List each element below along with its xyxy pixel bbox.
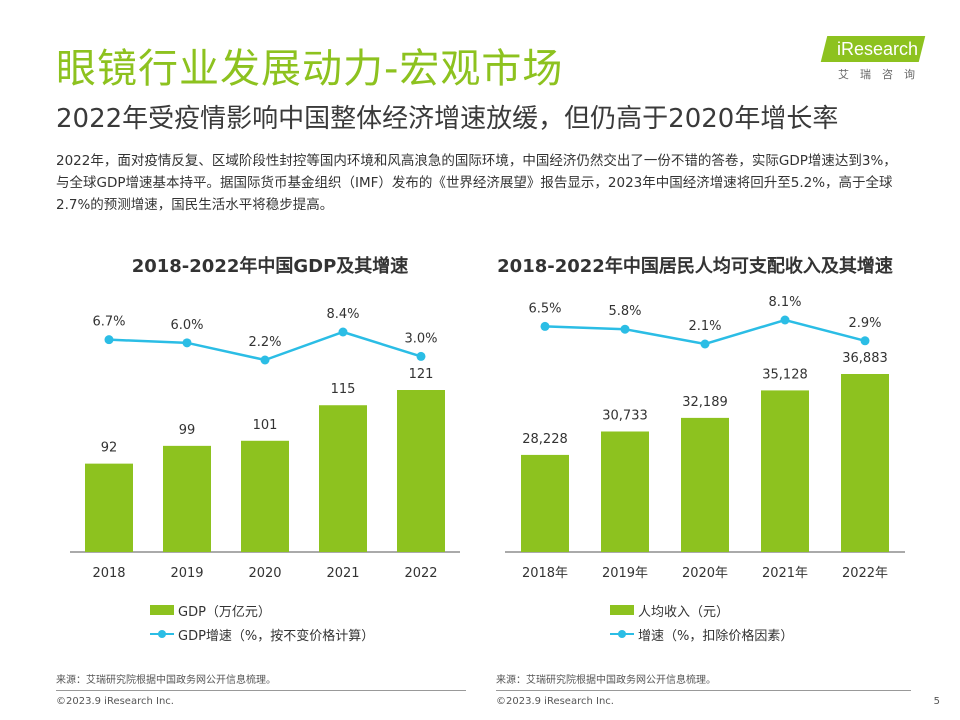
bar-value-label: 101 xyxy=(253,418,278,433)
category-label: 2021年 xyxy=(762,566,808,581)
legend-label: GDP增速（%，按不变价格计算） xyxy=(178,628,375,644)
page-number: 5 xyxy=(933,696,940,707)
bar-2019 xyxy=(163,445,211,552)
bar-swatch xyxy=(150,605,174,615)
bar-2022年 xyxy=(841,374,889,552)
growth-value-label: 6.7% xyxy=(92,315,125,330)
legend-label: 人均收入（元） xyxy=(638,604,730,620)
growth-value-label: 8.1% xyxy=(768,295,801,310)
legend-item-income-growth: 增速（%，扣除价格因素） xyxy=(610,622,793,646)
chart-2-legend: 人均收入（元） 增速（%，扣除价格因素） xyxy=(610,598,793,646)
footer-divider xyxy=(56,690,466,691)
bar-value-label: 36,883 xyxy=(842,351,888,366)
chart-1-copyright: ©2023.9 iResearch Inc. xyxy=(56,696,174,707)
category-label: 2020 xyxy=(248,566,281,581)
category-label: 2018年 xyxy=(522,566,568,581)
chart-1-title: 2018-2022年中国GDP及其增速 xyxy=(131,256,409,277)
page-title: 眼镜行业发展动力-宏观市场 xyxy=(56,46,564,92)
bar-2021 xyxy=(319,405,367,552)
page-subtitle: 2022年受疫情影响中国整体经济增速放缓，但仍高于2020年增长率 xyxy=(56,104,839,134)
growth-value-label: 5.8% xyxy=(608,304,641,319)
bar-swatch xyxy=(610,605,634,615)
bar-value-label: 99 xyxy=(179,423,196,438)
growth-point-2018 xyxy=(104,335,114,345)
bar-value-label: 115 xyxy=(331,382,356,397)
bar-2018 xyxy=(85,463,133,552)
footer-divider xyxy=(496,690,911,691)
bar-value-label: 92 xyxy=(101,441,118,456)
logo-chinese-text: 艾瑞咨询 xyxy=(838,68,926,81)
growth-value-label: 3.0% xyxy=(404,331,437,346)
category-label: 2022年 xyxy=(842,566,888,581)
growth-value-label: 2.9% xyxy=(848,316,881,331)
bar-value-label: 121 xyxy=(409,367,434,382)
logo-text: iResearch xyxy=(836,39,918,59)
intro-paragraph: 2022年，面对疫情反复、区域阶段性封控等国内环境和风高浪急的国际环境，中国经济… xyxy=(56,153,897,213)
growth-point-2018年 xyxy=(540,321,550,331)
growth-point-2022 xyxy=(416,351,426,361)
growth-value-label: 6.0% xyxy=(170,318,203,333)
legend-item-gdp: GDP（万亿元） xyxy=(150,598,374,622)
legend-item-income: 人均收入（元） xyxy=(610,598,793,622)
chart-1-source: 来源：艾瑞研究院根据中国政务网公开信息梳理。 xyxy=(56,675,276,686)
growth-point-2019年 xyxy=(620,324,630,334)
category-label: 2020年 xyxy=(682,566,728,581)
category-label: 2022 xyxy=(404,566,437,581)
bar-2021年 xyxy=(761,390,809,552)
line-swatch xyxy=(610,629,634,639)
category-label: 2019年 xyxy=(602,566,648,581)
chart-2-title: 2018-2022年中国居民人均可支配收入及其增速 xyxy=(497,256,893,277)
iresearch-logo: iResearch 艾瑞咨询 xyxy=(818,30,928,86)
growth-point-2019 xyxy=(182,338,192,348)
growth-value-label: 2.2% xyxy=(248,335,281,350)
growth-value-label: 2.1% xyxy=(688,319,721,334)
growth-value-label: 8.4% xyxy=(326,307,359,322)
legend-label: GDP（万亿元） xyxy=(178,604,271,620)
income-chart: 28,228 2018年 30,733 2019年 32,189 2020年 35,128 2… xyxy=(505,295,905,581)
legend-item-gdp-growth: GDP增速（%，按不变价格计算） xyxy=(150,622,374,646)
gdp-chart: 92 2018 99 2019 101 2020 115 2021 121 2022 6.7% 6.0… xyxy=(70,307,460,581)
growth-point-2021 xyxy=(338,327,348,337)
bar-2019年 xyxy=(601,431,649,552)
bar-2022 xyxy=(397,390,445,552)
category-label: 2021 xyxy=(326,566,359,581)
chart-2-source: 来源：艾瑞研究院根据中国政务网公开信息梳理。 xyxy=(496,675,716,686)
bar-2020 xyxy=(241,440,289,552)
bar-value-label: 28,228 xyxy=(522,432,568,447)
category-label: 2018 xyxy=(92,566,125,581)
growth-point-2020 xyxy=(260,355,270,365)
bar-value-label: 35,128 xyxy=(762,367,808,382)
category-label: 2019 xyxy=(170,566,203,581)
chart-2-copyright: ©2023.9 iResearch Inc. xyxy=(496,696,614,707)
line-swatch xyxy=(150,629,174,639)
bar-value-label: 30,733 xyxy=(602,408,648,423)
bar-2018年 xyxy=(521,454,569,552)
legend-label: 增速（%，扣除价格因素） xyxy=(638,628,794,644)
growth-value-label: 6.5% xyxy=(528,301,561,316)
growth-point-2020年 xyxy=(700,339,710,349)
growth-point-2021年 xyxy=(780,315,790,325)
bar-2020年 xyxy=(681,417,729,552)
chart-1-legend: GDP（万亿元） GDP增速（%，按不变价格计算） xyxy=(150,598,374,646)
growth-point-2022年 xyxy=(860,336,870,346)
bar-value-label: 32,189 xyxy=(682,395,728,410)
